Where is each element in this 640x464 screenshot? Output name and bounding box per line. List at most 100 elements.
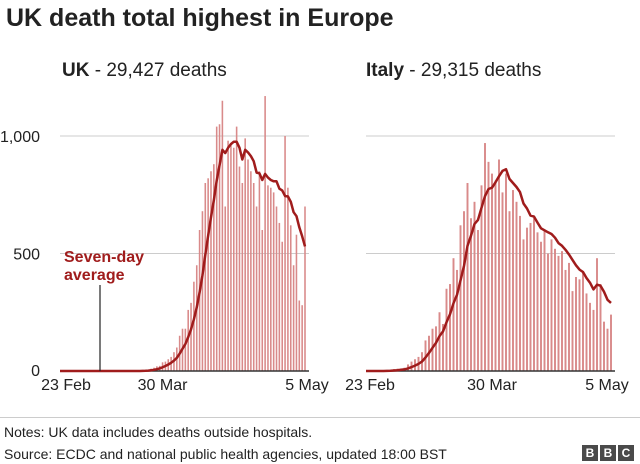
uk-bar bbox=[295, 234, 298, 371]
uk-bar bbox=[304, 206, 306, 371]
italy-bar bbox=[603, 321, 605, 371]
uk-bar bbox=[241, 183, 244, 371]
uk-xtick-label: 30 Mar bbox=[138, 377, 188, 394]
uk-bar bbox=[215, 126, 218, 371]
uk-bar bbox=[284, 136, 286, 371]
italy-bar bbox=[498, 159, 500, 371]
annotation-line-2: average bbox=[64, 267, 125, 284]
uk-bar bbox=[213, 164, 215, 371]
source-text: Source: ECDC and national public health … bbox=[4, 446, 447, 462]
annotation-line-1: Seven-day bbox=[64, 249, 144, 266]
uk-bar bbox=[230, 145, 232, 371]
uk-ytick-label: 1,000 bbox=[0, 129, 40, 146]
italy-bar bbox=[452, 258, 455, 371]
italy-bar bbox=[610, 314, 612, 371]
italy-bar bbox=[547, 253, 549, 371]
italy-bar bbox=[442, 324, 444, 371]
italy-bar bbox=[526, 227, 528, 371]
italy-bar bbox=[596, 258, 598, 371]
uk-bar bbox=[227, 140, 229, 371]
uk-bar bbox=[210, 171, 212, 371]
uk-bar bbox=[238, 166, 241, 371]
italy-bar bbox=[589, 302, 591, 371]
italy-bar bbox=[543, 230, 546, 371]
italy-bar bbox=[473, 201, 476, 371]
italy-bar bbox=[501, 192, 504, 371]
uk-bar bbox=[272, 192, 275, 371]
italy-bar bbox=[505, 173, 507, 371]
uk-xtick-label: 23 Feb bbox=[41, 377, 91, 394]
uk-bar bbox=[244, 138, 246, 371]
uk-bar bbox=[195, 265, 198, 371]
italy-bar bbox=[494, 180, 497, 371]
italy-death-total: 29,315 deaths bbox=[420, 60, 542, 81]
italy-bar bbox=[470, 218, 472, 371]
italy-bar bbox=[575, 277, 577, 371]
italy-bar bbox=[477, 230, 479, 371]
italy-bar bbox=[568, 262, 570, 371]
italy-xtick-label: 30 Mar bbox=[467, 377, 517, 394]
italy-country-label: Italy bbox=[366, 60, 405, 81]
italy-bar bbox=[533, 218, 535, 371]
italy-bar bbox=[529, 222, 532, 371]
italy-xtick-label: 5 May bbox=[585, 377, 629, 394]
uk-bar bbox=[198, 230, 201, 371]
uk-bar bbox=[289, 225, 292, 371]
uk-bar bbox=[255, 206, 258, 371]
italy-bar bbox=[550, 239, 553, 371]
italy-bar bbox=[449, 284, 451, 371]
uk-bar bbox=[190, 302, 192, 371]
italy-bar bbox=[582, 272, 584, 371]
bbc-logo-letter: B bbox=[582, 445, 598, 461]
uk-bar bbox=[275, 206, 278, 371]
footer-divider bbox=[0, 417, 640, 418]
italy-bar bbox=[491, 173, 493, 371]
bbc-logo: B B C bbox=[582, 445, 634, 461]
uk-bar bbox=[187, 309, 189, 371]
uk-separator: - bbox=[89, 60, 107, 81]
notes-text: Notes: UK data includes deaths outside h… bbox=[4, 424, 313, 440]
uk-panel-subtitle: UK - 29,427 deaths bbox=[62, 60, 227, 82]
italy-separator: - bbox=[404, 60, 421, 81]
italy-bar bbox=[438, 312, 441, 371]
italy-panel-subtitle: Italy - 29,315 deaths bbox=[366, 60, 541, 82]
italy-bar bbox=[435, 326, 437, 371]
uk-bar bbox=[204, 183, 207, 371]
italy-bar bbox=[585, 293, 588, 371]
italy-bar bbox=[561, 251, 563, 371]
uk-average-line bbox=[60, 140, 307, 373]
uk-bar bbox=[193, 281, 195, 371]
uk-bar bbox=[184, 328, 187, 371]
uk-bar bbox=[207, 178, 209, 371]
italy-bar bbox=[445, 288, 448, 371]
italy-bar bbox=[592, 309, 595, 371]
uk-ytick-label: 500 bbox=[13, 247, 40, 264]
uk-death-total: 29,427 deaths bbox=[106, 60, 227, 81]
italy-bar bbox=[480, 185, 483, 371]
uk-bar bbox=[292, 265, 295, 371]
italy-bar bbox=[578, 279, 581, 371]
italy-bar bbox=[599, 284, 602, 371]
uk-bar bbox=[267, 185, 269, 371]
uk-bar bbox=[278, 222, 281, 371]
uk-bar bbox=[287, 187, 289, 371]
chart-title: UK death total highest in Europe bbox=[6, 4, 394, 32]
italy-bar bbox=[463, 211, 465, 371]
uk-xtick-label: 5 May bbox=[285, 377, 329, 394]
uk-bar bbox=[232, 147, 235, 371]
italy-bar bbox=[554, 248, 556, 371]
uk-country-label: UK bbox=[62, 60, 90, 81]
uk-bar bbox=[224, 206, 227, 371]
italy-bar bbox=[557, 255, 560, 371]
italy-bar bbox=[508, 211, 511, 371]
italy-bar bbox=[459, 225, 462, 371]
uk-bar bbox=[252, 183, 255, 371]
italy-bar bbox=[466, 183, 469, 371]
uk-bar bbox=[281, 241, 283, 371]
uk-bar bbox=[264, 96, 266, 372]
uk-bar bbox=[301, 305, 303, 371]
uk-bar bbox=[235, 126, 238, 371]
italy-bar bbox=[484, 143, 486, 371]
italy-bar bbox=[522, 239, 525, 371]
